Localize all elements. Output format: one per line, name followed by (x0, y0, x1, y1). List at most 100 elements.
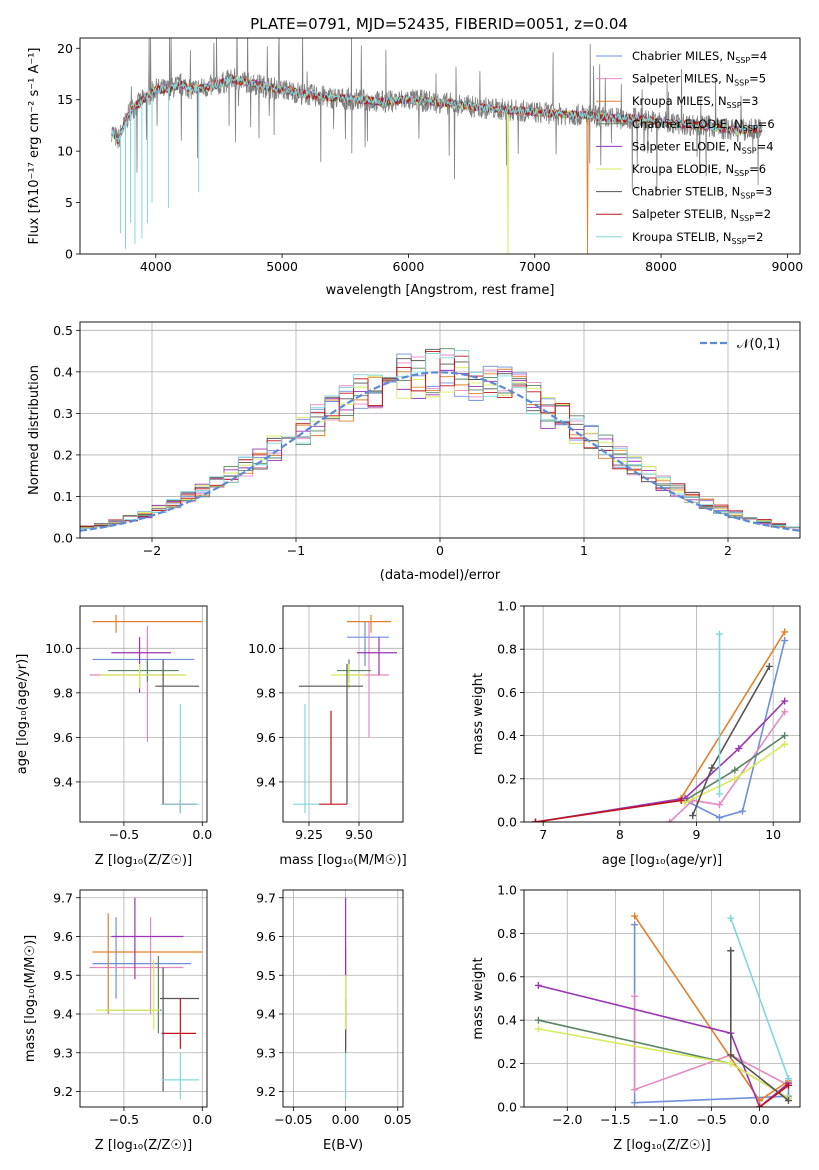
residuals-frame (79, 321, 801, 539)
weight-series-line (535, 700, 786, 822)
age-vs-mass-xtick-label: 9.50 (345, 827, 373, 842)
mass-vs-z-ytick-label: 9.2 (53, 1084, 73, 1099)
age-vs-z-x-axis-label: Z [log₁₀(Z/Z☉)] (95, 853, 192, 868)
age-vs-z-ytick-label: 10.0 (45, 641, 73, 656)
weight-vs-age-ytick-label: 0.4 (497, 728, 517, 743)
residuals-ytick-label: 0.0 (53, 531, 73, 546)
mass-vs-ebv-frame (282, 889, 404, 1108)
weight-point-marker (681, 799, 689, 807)
legend-entry: Kroupa ELODIE, NSSP=6 (632, 162, 766, 178)
mass-vs-ebv-ytick-label: 9.4 (256, 1007, 276, 1022)
spectrum-frame (79, 37, 801, 255)
weight-point-marker (631, 1086, 639, 1094)
weight-point-marker (784, 1096, 792, 1104)
weight-series-line (680, 631, 786, 799)
legend-entry: Salpeter ELODIE, NSSP=4 (632, 139, 774, 155)
mass-vs-ebv-xtick-label: 0.05 (384, 1112, 412, 1127)
weight-vs-age-frame (523, 605, 801, 823)
residuals-xtick-label: 0 (436, 543, 444, 558)
legend-entry: Salpeter MILES, NSSP=5 (632, 72, 766, 88)
spectrum-ytick-label: 5 (65, 195, 73, 210)
weight-series-line (684, 640, 786, 819)
mass-vs-ebv-xtick-label: 0.00 (332, 1112, 360, 1127)
age-vs-z-xtick-label: 0.0 (192, 827, 212, 842)
model-spectrum-line (111, 75, 763, 143)
age-vs-mass-ytick-label: 9.4 (256, 774, 276, 789)
spectrum-xtick-label: 4000 (140, 259, 172, 274)
mass-vs-z-ytick-label: 9.6 (53, 929, 73, 944)
weight-point-marker (784, 1075, 792, 1083)
weight-point-marker (631, 921, 639, 929)
residual-histogram-line (80, 367, 800, 532)
weight-point-marker (781, 637, 789, 645)
legend-entry: Salpeter STELIB, NSSP=2 (632, 207, 771, 223)
age-vs-mass-ytick-label: 9.6 (256, 730, 276, 745)
weight-point-marker (631, 1099, 639, 1107)
weight-point-marker (756, 1103, 764, 1107)
spectrum-ytick-label: 10 (57, 144, 73, 159)
age-vs-z-xtick-label: −0.5 (109, 827, 139, 842)
weight-vs-age-xtick-label: 8 (616, 827, 624, 842)
weight-vs-z-y-axis-label: mass weight (471, 957, 486, 1039)
weight-point-marker (708, 764, 716, 772)
weight-vs-age-xtick-label: 10 (765, 827, 781, 842)
mass-vs-z-x-axis-label: Z [log₁₀(Z/Z☉)] (95, 1138, 192, 1153)
age-vs-z-y-axis-label: age [log₁₀(age/yr)] (15, 654, 30, 775)
weight-point-marker (781, 732, 789, 740)
residuals-y-axis-label: Normed distribution (27, 365, 42, 495)
weight-vs-z-ytick-label: 0.0 (497, 1100, 517, 1115)
spectrum-xtick-label: 9000 (771, 259, 803, 274)
residuals-ytick-label: 0.2 (53, 447, 73, 462)
weight-point-marker (727, 947, 735, 955)
weight-point-marker (781, 628, 789, 636)
age-vs-mass-xtick-label: 9.25 (295, 827, 323, 842)
weight-vs-age-ytick-label: 0.6 (497, 685, 517, 700)
legend-entry: Chabrier STELIB, NSSP=3 (632, 185, 772, 201)
spectrum-xtick-label: 7000 (519, 259, 551, 274)
weight-point-marker (666, 818, 674, 822)
weight-vs-z-ytick-label: 0.2 (497, 1056, 517, 1071)
mass-vs-z-xtick-label: 0.0 (192, 1112, 212, 1127)
weight-vs-z-xtick-label: 0.0 (750, 1112, 770, 1127)
weight-point-marker (631, 992, 639, 1000)
weight-vs-age-xtick-label: 9 (693, 827, 701, 842)
weight-vs-age-ytick-label: 0.8 (497, 642, 517, 657)
weight-vs-z-xtick-label: −0.5 (696, 1112, 726, 1127)
weight-vs-z-ytick-label: 1.0 (497, 883, 517, 898)
weight-series-line (759, 1084, 789, 1107)
weight-vs-age-ytick-label: 0.0 (497, 815, 517, 830)
mass-vs-ebv-ytick-label: 9.3 (256, 1045, 276, 1060)
spectrum-xtick-label: 5000 (266, 259, 298, 274)
residuals-ytick-label: 0.3 (53, 406, 73, 421)
weight-point-marker (781, 697, 789, 705)
weight-point-marker (689, 812, 697, 820)
weight-point-marker (716, 790, 723, 798)
weight-vs-age-xtick-label: 7 (539, 827, 547, 842)
weight-point-marker (631, 912, 639, 920)
weight-point-marker (727, 1060, 735, 1068)
legend-entry: Chabrier MILES, NSSP=4 (632, 49, 767, 65)
weight-point-marker (532, 818, 539, 822)
mass-vs-z-ytick-label: 9.3 (53, 1045, 73, 1060)
legend-entry: Kroupa MILES, NSSP=3 (632, 94, 758, 110)
residuals-xtick-label: −1 (287, 543, 305, 558)
weight-point-marker (716, 814, 723, 822)
weight-vs-z-xtick-label: −1.5 (600, 1112, 630, 1127)
mass-vs-z-ytick-label: 9.5 (53, 968, 73, 983)
weight-point-marker (739, 807, 746, 815)
normal-reference-curve (80, 371, 800, 532)
weight-point-marker (781, 708, 789, 716)
mass-vs-ebv-ytick-label: 9.6 (256, 929, 276, 944)
weight-point-marker (784, 1081, 792, 1089)
weight-point-marker (677, 796, 685, 804)
mass-vs-ebv-xtick-label: −0.05 (274, 1112, 312, 1127)
figure-title: PLATE=0791, MJD=52435, FIBERID=0051, z=0… (250, 15, 628, 33)
residuals-ytick-label: 0.4 (53, 364, 73, 379)
age-vs-mass-x-axis-label: mass [log₁₀(M/M☉)] (279, 853, 406, 868)
spectrum-ytick-label: 0 (65, 247, 73, 262)
age-vs-mass-frame (282, 605, 404, 823)
weight-vs-age-ytick-label: 0.2 (497, 771, 517, 786)
residual-histogram-line (80, 349, 800, 532)
weight-point-marker (716, 630, 723, 638)
mass-vs-z-ytick-label: 9.7 (53, 890, 73, 905)
